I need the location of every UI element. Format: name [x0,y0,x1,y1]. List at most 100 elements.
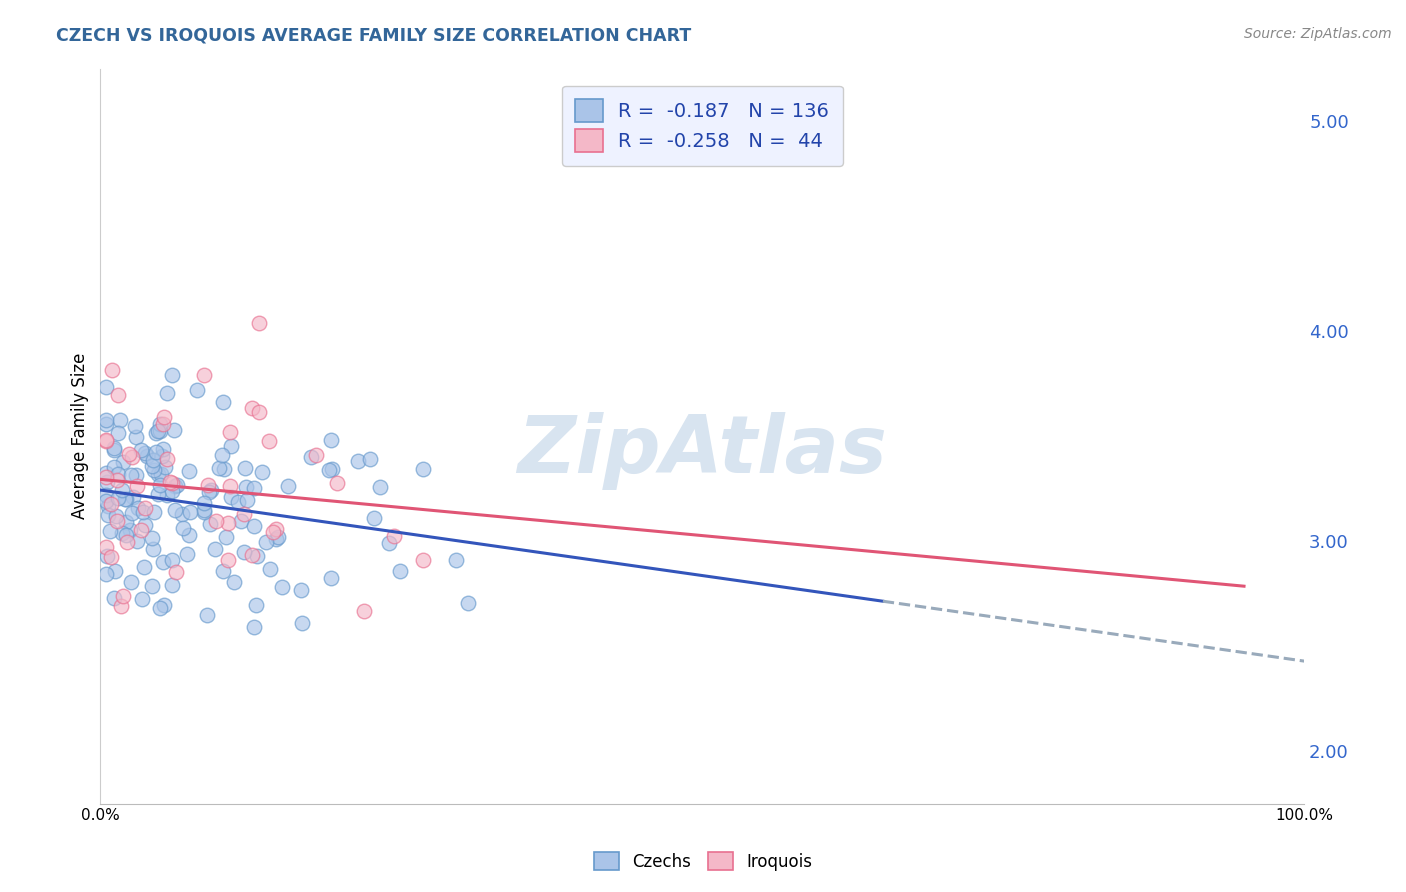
Point [96,466,118,480]
Point [141,579,163,593]
Point [208,460,231,475]
Point [134,445,156,459]
Point [250,465,273,479]
Point [233,545,256,559]
Point [245,598,267,612]
Point [321,433,343,447]
Point [247,405,270,419]
Point [162,423,184,437]
Point [132,505,155,519]
Point [149,478,172,492]
Point [235,480,257,494]
Point [412,461,434,475]
Point [104,509,127,524]
Point [150,450,173,464]
Point [197,485,219,500]
Point [148,487,170,501]
Point [198,516,221,531]
Point [115,492,138,507]
Point [148,467,170,481]
Point [389,564,412,578]
Point [112,455,135,469]
Point [96,541,118,555]
Point [240,548,263,562]
Point [259,434,281,448]
Point [212,462,235,476]
Point [262,524,284,539]
Point [193,368,215,382]
Point [172,508,194,522]
Point [217,553,239,567]
Point [125,467,148,482]
Point [122,490,145,504]
Point [108,413,131,427]
Point [96,413,118,427]
Point [114,528,136,542]
Point [110,483,132,497]
Point [96,549,118,564]
Point [353,604,375,618]
Point [291,616,314,631]
Point [166,478,188,492]
Legend: R =  -0.187   N = 136, R =  -0.258   N =  44: R = -0.187 N = 136, R = -0.258 N = 44 [562,86,842,166]
Point [149,417,172,431]
Point [236,492,259,507]
Point [146,425,169,439]
Point [193,496,215,510]
Point [243,519,266,533]
Point [121,450,143,465]
Point [176,547,198,561]
Point [100,550,122,565]
Point [217,516,239,530]
Point [163,479,186,493]
Point [105,473,128,487]
Point [325,476,347,491]
Point [219,490,242,504]
Point [165,503,187,517]
Point [107,426,129,441]
Point [155,452,177,467]
Point [457,596,479,610]
Point [96,475,118,489]
Point [103,591,125,605]
Point [321,462,343,476]
Point [211,448,233,462]
Point [125,479,148,493]
Point [96,508,118,522]
Point [444,553,467,567]
Point [165,566,187,580]
Point [114,515,136,529]
Point [110,599,132,614]
Point [247,316,270,330]
Point [107,467,129,482]
Point [215,529,238,543]
Point [231,514,253,528]
Point [145,444,167,458]
Point [96,493,118,508]
Legend: Czechs, Iroquois: Czechs, Iroquois [585,844,821,880]
Point [160,368,183,383]
Point [127,501,149,516]
Point [242,620,264,634]
Point [304,448,326,462]
Point [96,433,118,447]
Point [152,442,174,457]
Point [179,505,201,519]
Point [107,388,129,402]
Point [96,380,118,394]
Point [368,480,391,494]
Point [299,450,322,465]
Point [112,589,135,603]
Point [96,487,118,501]
Point [186,383,208,397]
Point [100,363,122,377]
Point [142,463,165,477]
Point [204,542,226,557]
Point [193,503,215,517]
Point [141,459,163,474]
Text: ZipAtlas: ZipAtlas [517,412,887,490]
Point [105,514,128,528]
Point [160,484,183,499]
Point [121,507,143,521]
Point [156,386,179,401]
